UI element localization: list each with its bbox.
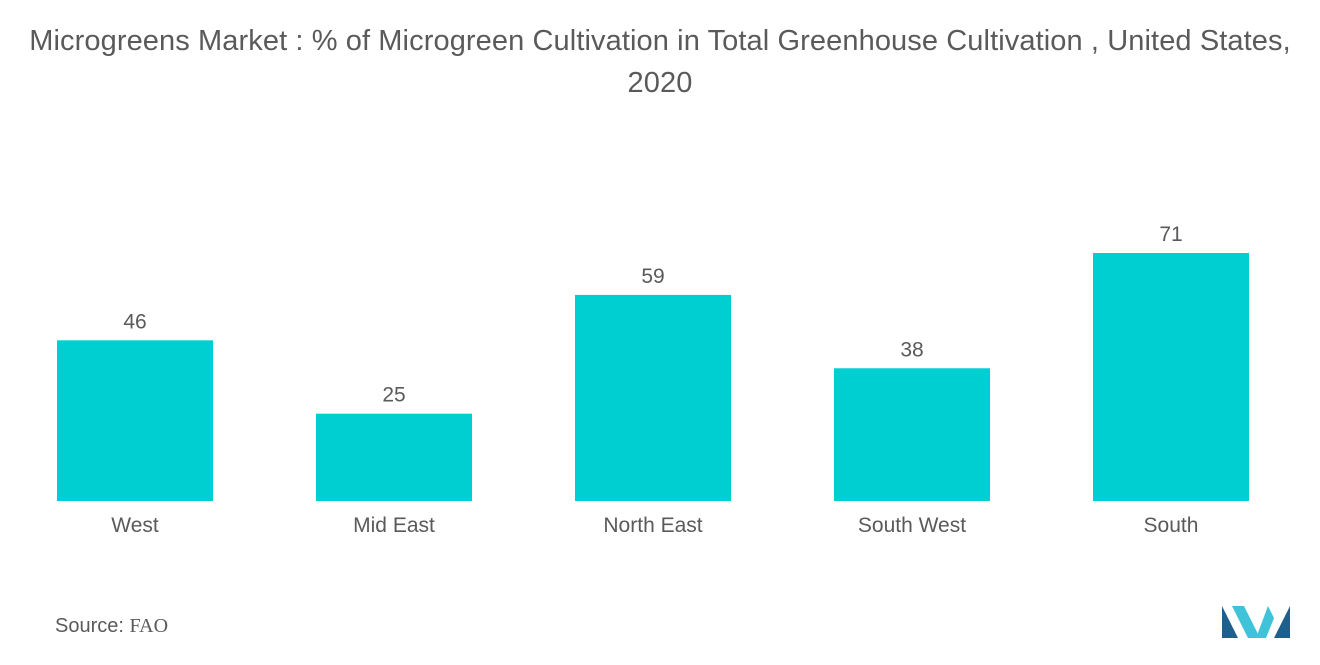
source-note: Source: FAO (55, 615, 168, 638)
bar-south (1093, 253, 1249, 501)
chart-title: Microgreens Market : % of Microgreen Cul… (0, 20, 1320, 104)
logo-shape-right-dark (1274, 606, 1290, 638)
data-label-north-east: 59 (641, 265, 664, 288)
category-label-west: West (111, 514, 159, 537)
bar-west (57, 340, 213, 501)
logo-shape-right-light (1256, 606, 1274, 638)
data-label-mid-east: 25 (382, 384, 405, 407)
bar-mid-east (316, 413, 472, 501)
category-label-north-east: North East (603, 514, 702, 537)
chart-title-text: Microgreens Market : % of Microgreen Cul… (29, 25, 1291, 99)
category-label-mid-east: Mid East (353, 514, 435, 537)
category-label-south-west: South West (858, 514, 966, 537)
source-label: Source: (55, 615, 124, 637)
bar-north-east (575, 294, 731, 501)
category-label-south: South (1144, 514, 1199, 537)
data-label-west: 46 (123, 310, 146, 333)
data-label-south: 71 (1159, 223, 1182, 246)
mordor-intelligence-logo-icon (1222, 606, 1290, 638)
logo-shape-left (1222, 606, 1238, 638)
source-value: FAO (129, 615, 169, 637)
bar-south-west (834, 368, 990, 501)
data-label-south-west: 38 (900, 338, 923, 361)
logo-shape-mid (1232, 606, 1260, 638)
